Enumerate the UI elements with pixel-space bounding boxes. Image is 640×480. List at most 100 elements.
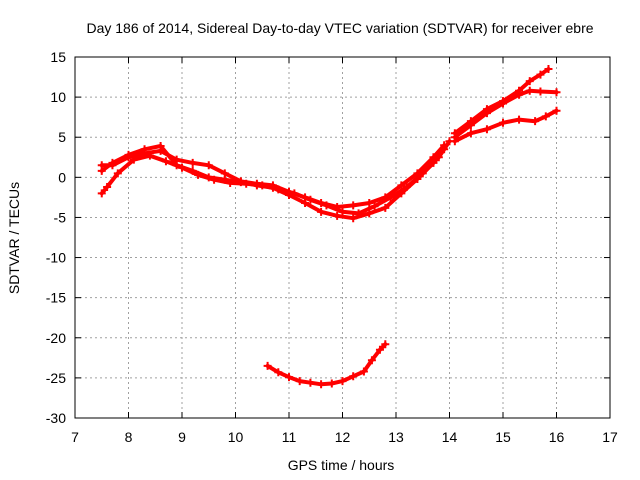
data-point [370,202,379,211]
data-point [258,181,267,190]
data-point [103,182,112,191]
data-point [536,87,545,96]
data-point [145,151,154,160]
data-point [290,189,299,198]
data-point [354,209,363,218]
data-point [375,345,384,354]
x-tick-label: 15 [495,429,511,445]
x-tick-label: 17 [602,429,618,445]
chart-title: Day 186 of 2014, Sidereal Day-to-day VTE… [86,20,593,36]
data-point [381,340,390,349]
y-tick-labels: -30 -25 -20 -15 -10 -5 0 5 10 15 [46,49,66,426]
y-tick-label: 5 [58,129,66,145]
y-tick-label: -30 [46,410,66,426]
series-line [452,67,551,136]
data-point [124,150,133,159]
data-point [97,189,106,198]
data-point [113,169,122,178]
data-point [402,182,411,191]
series-afternoon-track-b [450,86,561,142]
data-point [544,65,553,74]
data-point [386,193,395,202]
data-point [140,145,149,154]
data-point [129,155,138,164]
data-point [333,211,342,220]
data-point [317,207,326,216]
data-point [263,361,272,370]
x-tick-label: 9 [178,429,186,445]
x-tick-label: 13 [388,429,404,445]
data-point [536,70,545,79]
data-point [194,170,203,179]
data-point [295,377,304,386]
data-point [466,121,475,130]
x-axis-label: GPS time / hours [288,457,395,473]
grid-lines [75,57,610,418]
data-point [531,117,540,126]
data-point [434,153,443,162]
data-point [156,142,165,151]
data-point [499,118,507,127]
data-point [466,129,475,138]
x-tick-label: 8 [125,429,133,445]
x-tick-label: 14 [442,429,458,445]
y-axis-label: SDTVAR / TECUs [6,182,22,294]
data-point [552,88,561,97]
axis-ticks [74,56,611,419]
x-tick-label: 11 [282,429,297,445]
data-point [515,90,524,99]
data-point [397,181,406,190]
series-satellite-track-c [97,137,454,218]
data-point [274,185,283,194]
data-point [178,163,186,172]
data-point [349,201,358,210]
x-tick-label: 7 [71,429,79,445]
data-point [359,367,368,376]
data-point [525,77,534,86]
data-series [97,65,561,389]
data-point [349,214,358,223]
data-point [349,372,358,381]
data-point [365,199,374,208]
data-point [161,157,170,166]
data-point [317,380,326,389]
y-tick-label: -5 [54,209,67,225]
x-tick-label: 16 [549,429,565,445]
series-afternoon-track-c [450,106,561,146]
x-tick-labels: 7 8 9 10 11 12 13 14 15 16 17 [71,429,618,445]
data-point [306,378,315,387]
data-point [418,169,427,178]
data-point [285,373,293,382]
y-tick-label: -15 [46,290,66,306]
data-point [552,106,561,115]
series-low-track [263,340,390,389]
data-point [188,158,197,167]
data-point [482,109,491,118]
x-tick-label: 10 [228,429,244,445]
data-point [204,161,213,170]
data-point [515,115,524,124]
data-point [338,207,347,216]
data-point [301,199,310,208]
y-tick-label: -10 [46,250,66,266]
y-tick-label: 15 [50,49,66,65]
data-point [381,203,390,212]
data-point [450,137,459,146]
x-tick-label: 12 [335,429,351,445]
data-point [97,166,106,175]
data-point [210,175,219,184]
data-point [499,99,507,108]
data-point [242,179,251,188]
data-point [482,125,491,134]
y-tick-label: 10 [50,89,66,105]
data-point [327,379,336,388]
data-point [226,178,235,187]
data-point [322,201,331,210]
data-point [338,377,347,386]
y-tick-label: 0 [58,169,66,185]
data-point [108,158,117,167]
y-tick-label: -20 [46,330,66,346]
data-point [274,368,283,377]
data-point [306,195,315,204]
